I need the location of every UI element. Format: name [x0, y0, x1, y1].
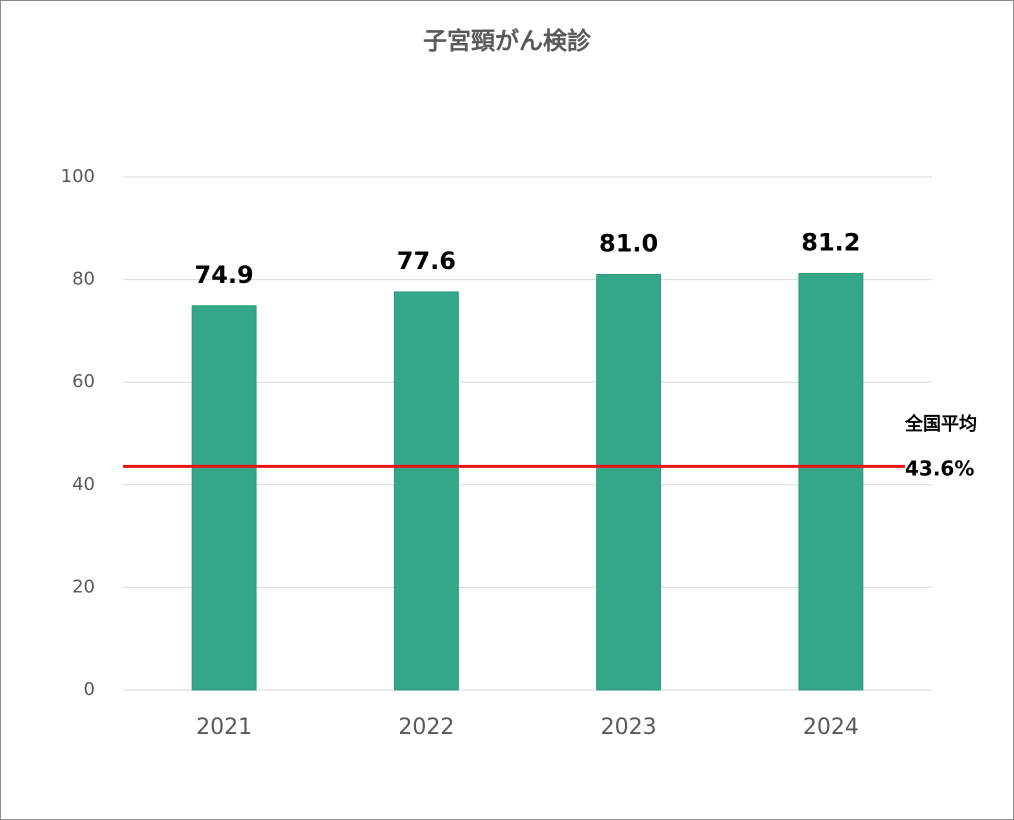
y-tick-label: 20: [72, 576, 95, 597]
bar: [798, 272, 864, 691]
y-tick-label: 40: [72, 474, 95, 495]
y-tick-label: 0: [84, 679, 95, 700]
data-label: 74.9: [195, 261, 254, 289]
data-label: 77.6: [397, 247, 456, 275]
x-tick-label: 2023: [601, 715, 657, 740]
x-tick-label: 2022: [398, 715, 454, 740]
y-tick-label: 100: [61, 166, 95, 187]
y-tick-label: 60: [72, 371, 95, 392]
x-tick-label: 2021: [196, 715, 252, 740]
data-label: 81.2: [801, 228, 860, 256]
reference-label: 全国平均: [904, 413, 977, 435]
y-tick-label: 80: [72, 269, 95, 290]
bar: [596, 273, 662, 691]
x-tick-label: 2024: [803, 715, 859, 740]
reference-value-label: 43.6%: [905, 457, 974, 481]
chart-title: 子宮頸がん検診: [423, 27, 592, 55]
bar: [393, 291, 459, 691]
data-label: 81.0: [599, 229, 658, 257]
bar: [191, 305, 257, 691]
